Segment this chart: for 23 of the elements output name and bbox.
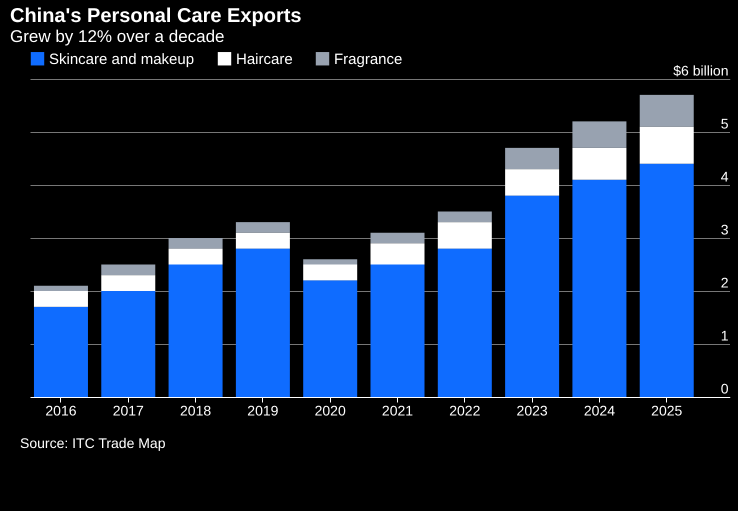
chart-title: China's Personal Care Exports — [10, 5, 302, 27]
y-tick-label: $6 billion — [673, 62, 728, 78]
y-tick-label: 3 — [720, 222, 729, 238]
x-tick-label: 2018 — [180, 402, 212, 418]
x-tick-label: 2017 — [112, 402, 144, 418]
x-tick-label: 2020 — [314, 402, 346, 418]
legend-label: Skincare and makeup — [49, 50, 194, 68]
x-tick-label: 2023 — [516, 402, 548, 418]
chart-subtitle: Grew by 12% over a decade — [10, 27, 225, 46]
x-tick-label: 2024 — [584, 402, 616, 418]
y-tick-label: 2 — [720, 274, 729, 290]
y-tick-label: 5 — [720, 116, 729, 132]
x-tick-label: 2021 — [382, 402, 414, 418]
source-note: Source: ITC Trade Map — [20, 435, 166, 451]
y-tick-label: 4 — [720, 168, 729, 184]
x-tick-label: 2025 — [651, 402, 683, 418]
y-tick-label: 1 — [720, 328, 729, 344]
x-tick-label: 2016 — [45, 402, 77, 418]
x-tick-label: 2022 — [449, 402, 481, 418]
legend-label: Fragrance — [334, 50, 402, 68]
x-tick-label: 2019 — [247, 402, 279, 418]
legend-label: Haircare — [236, 50, 293, 68]
y-tick-label: 0 — [720, 380, 729, 396]
